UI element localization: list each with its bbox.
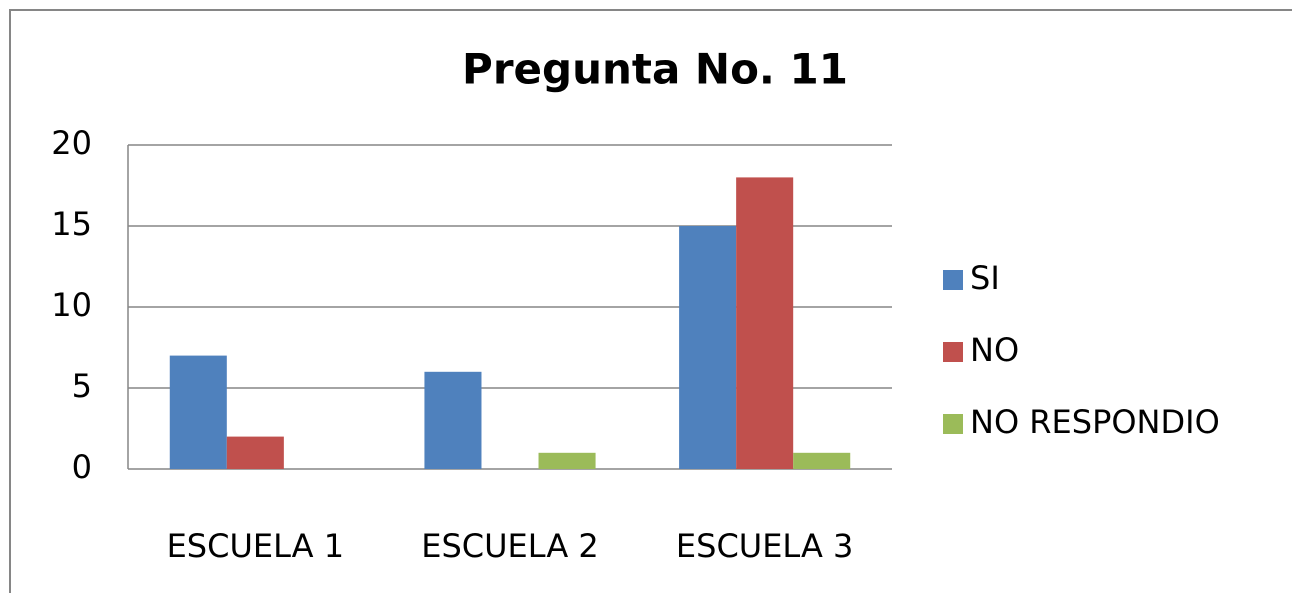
legend-label: NO xyxy=(970,331,1019,369)
y-tick-label: 20 xyxy=(51,124,92,162)
legend-label: SI xyxy=(970,259,1000,297)
bar xyxy=(736,177,794,469)
bar xyxy=(538,452,596,469)
legend-swatch xyxy=(943,414,963,434)
bar xyxy=(424,371,482,469)
y-tick-label: 0 xyxy=(72,448,92,486)
bar xyxy=(793,452,851,469)
bar xyxy=(679,226,737,469)
chart-title: Pregunta No. 11 xyxy=(462,45,848,94)
bar xyxy=(169,355,227,469)
chart-frame xyxy=(9,9,1292,593)
x-tick-label: ESCUELA 1 xyxy=(167,527,345,565)
x-tick-label: ESCUELA 3 xyxy=(676,527,854,565)
bar xyxy=(226,436,284,469)
legend-swatch xyxy=(943,342,963,362)
x-tick-label: ESCUELA 2 xyxy=(421,527,599,565)
y-tick-label: 5 xyxy=(72,367,92,405)
y-tick-label: 15 xyxy=(51,205,92,243)
legend-label: NO RESPONDIO xyxy=(970,403,1220,441)
legend-swatch xyxy=(943,270,963,290)
y-tick-label: 10 xyxy=(51,286,92,324)
